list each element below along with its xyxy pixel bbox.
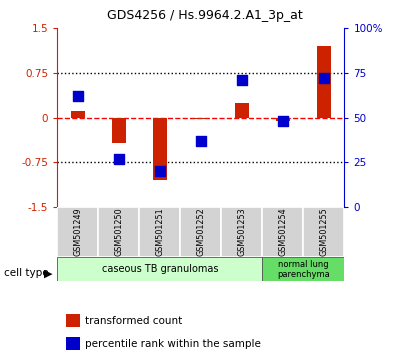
FancyBboxPatch shape: [180, 207, 221, 257]
Point: [197, 138, 204, 144]
Text: normal lung
parenchyma: normal lung parenchyma: [276, 260, 329, 279]
Text: caseous TB granulomas: caseous TB granulomas: [101, 264, 218, 274]
Bar: [275, 118, 289, 121]
Text: GSM501255: GSM501255: [319, 207, 328, 256]
Bar: [234, 103, 249, 118]
Text: cell type: cell type: [4, 268, 49, 278]
FancyBboxPatch shape: [262, 207, 303, 257]
Point: [156, 169, 163, 174]
Text: GSM501250: GSM501250: [114, 207, 123, 256]
Point: [279, 119, 285, 124]
Bar: [71, 110, 85, 118]
Text: percentile rank within the sample: percentile rank within the sample: [85, 339, 261, 349]
Point: [320, 75, 326, 81]
Text: GSM501252: GSM501252: [196, 207, 205, 256]
Text: GDS4256 / Hs.9964.2.A1_3p_at: GDS4256 / Hs.9964.2.A1_3p_at: [107, 9, 302, 22]
Text: transformed count: transformed count: [85, 316, 182, 326]
Text: GSM501249: GSM501249: [73, 207, 82, 256]
Point: [115, 156, 122, 162]
FancyBboxPatch shape: [221, 207, 262, 257]
Point: [238, 77, 245, 83]
FancyBboxPatch shape: [303, 207, 344, 257]
Point: [74, 93, 81, 99]
Text: ▶: ▶: [44, 268, 52, 278]
FancyBboxPatch shape: [139, 207, 180, 257]
FancyBboxPatch shape: [98, 207, 139, 257]
Bar: [152, 118, 167, 180]
Text: GSM501254: GSM501254: [278, 207, 287, 256]
FancyBboxPatch shape: [57, 207, 98, 257]
FancyBboxPatch shape: [57, 257, 262, 281]
Text: GSM501253: GSM501253: [237, 207, 246, 256]
Text: GSM501251: GSM501251: [155, 207, 164, 256]
Bar: [316, 46, 330, 118]
Bar: [111, 118, 126, 143]
FancyBboxPatch shape: [262, 257, 344, 281]
Bar: [193, 118, 207, 119]
